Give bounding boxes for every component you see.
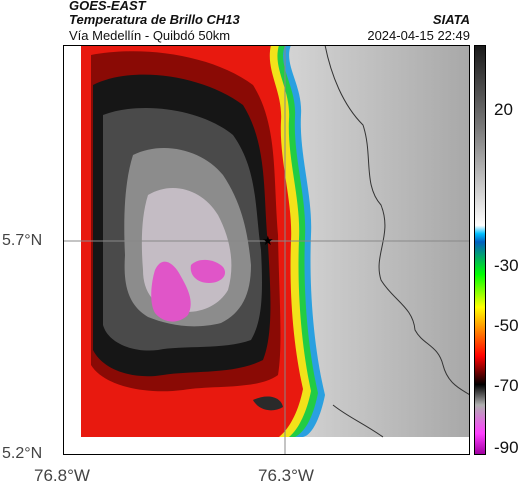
colorbar-tick-20: 20 [494, 100, 513, 119]
colorbar [474, 45, 486, 455]
timestamp-label: 2024-04-15 22:49 [367, 28, 470, 43]
source-label: SIATA [432, 12, 470, 27]
lon-label-2: 76.3°W [258, 466, 314, 485]
lon-label-1: 76.8°W [34, 466, 90, 485]
cloud-pink-core-2 [190, 259, 226, 283]
colorbar-tick-minus50: -50 [494, 316, 519, 335]
colorbar-tick-minus30: -30 [494, 256, 519, 275]
satellite-map[interactable]: ★ [63, 45, 470, 455]
satellite-title: GOES-EAST [69, 0, 146, 13]
border-line-2 [332, 404, 384, 438]
cloud-pink-core [151, 261, 191, 322]
colorbar-tick-minus70: -70 [494, 376, 519, 395]
product-title: Temperatura de Brillo CH13 [69, 12, 240, 27]
colorbar-tick-minus90: -90 [494, 438, 519, 457]
border-line-1 [324, 45, 470, 396]
lat-label-1: 5.7°N [2, 232, 43, 249]
route-subtitle: Vía Medellín - Quibdó 50km [69, 28, 231, 43]
city-marker-icon: ★ [262, 233, 274, 248]
lat-label-2: 5.2°N [2, 445, 43, 462]
map-header: GOES-EAST Temperatura de Brillo CH13 Vía… [0, 0, 526, 46]
